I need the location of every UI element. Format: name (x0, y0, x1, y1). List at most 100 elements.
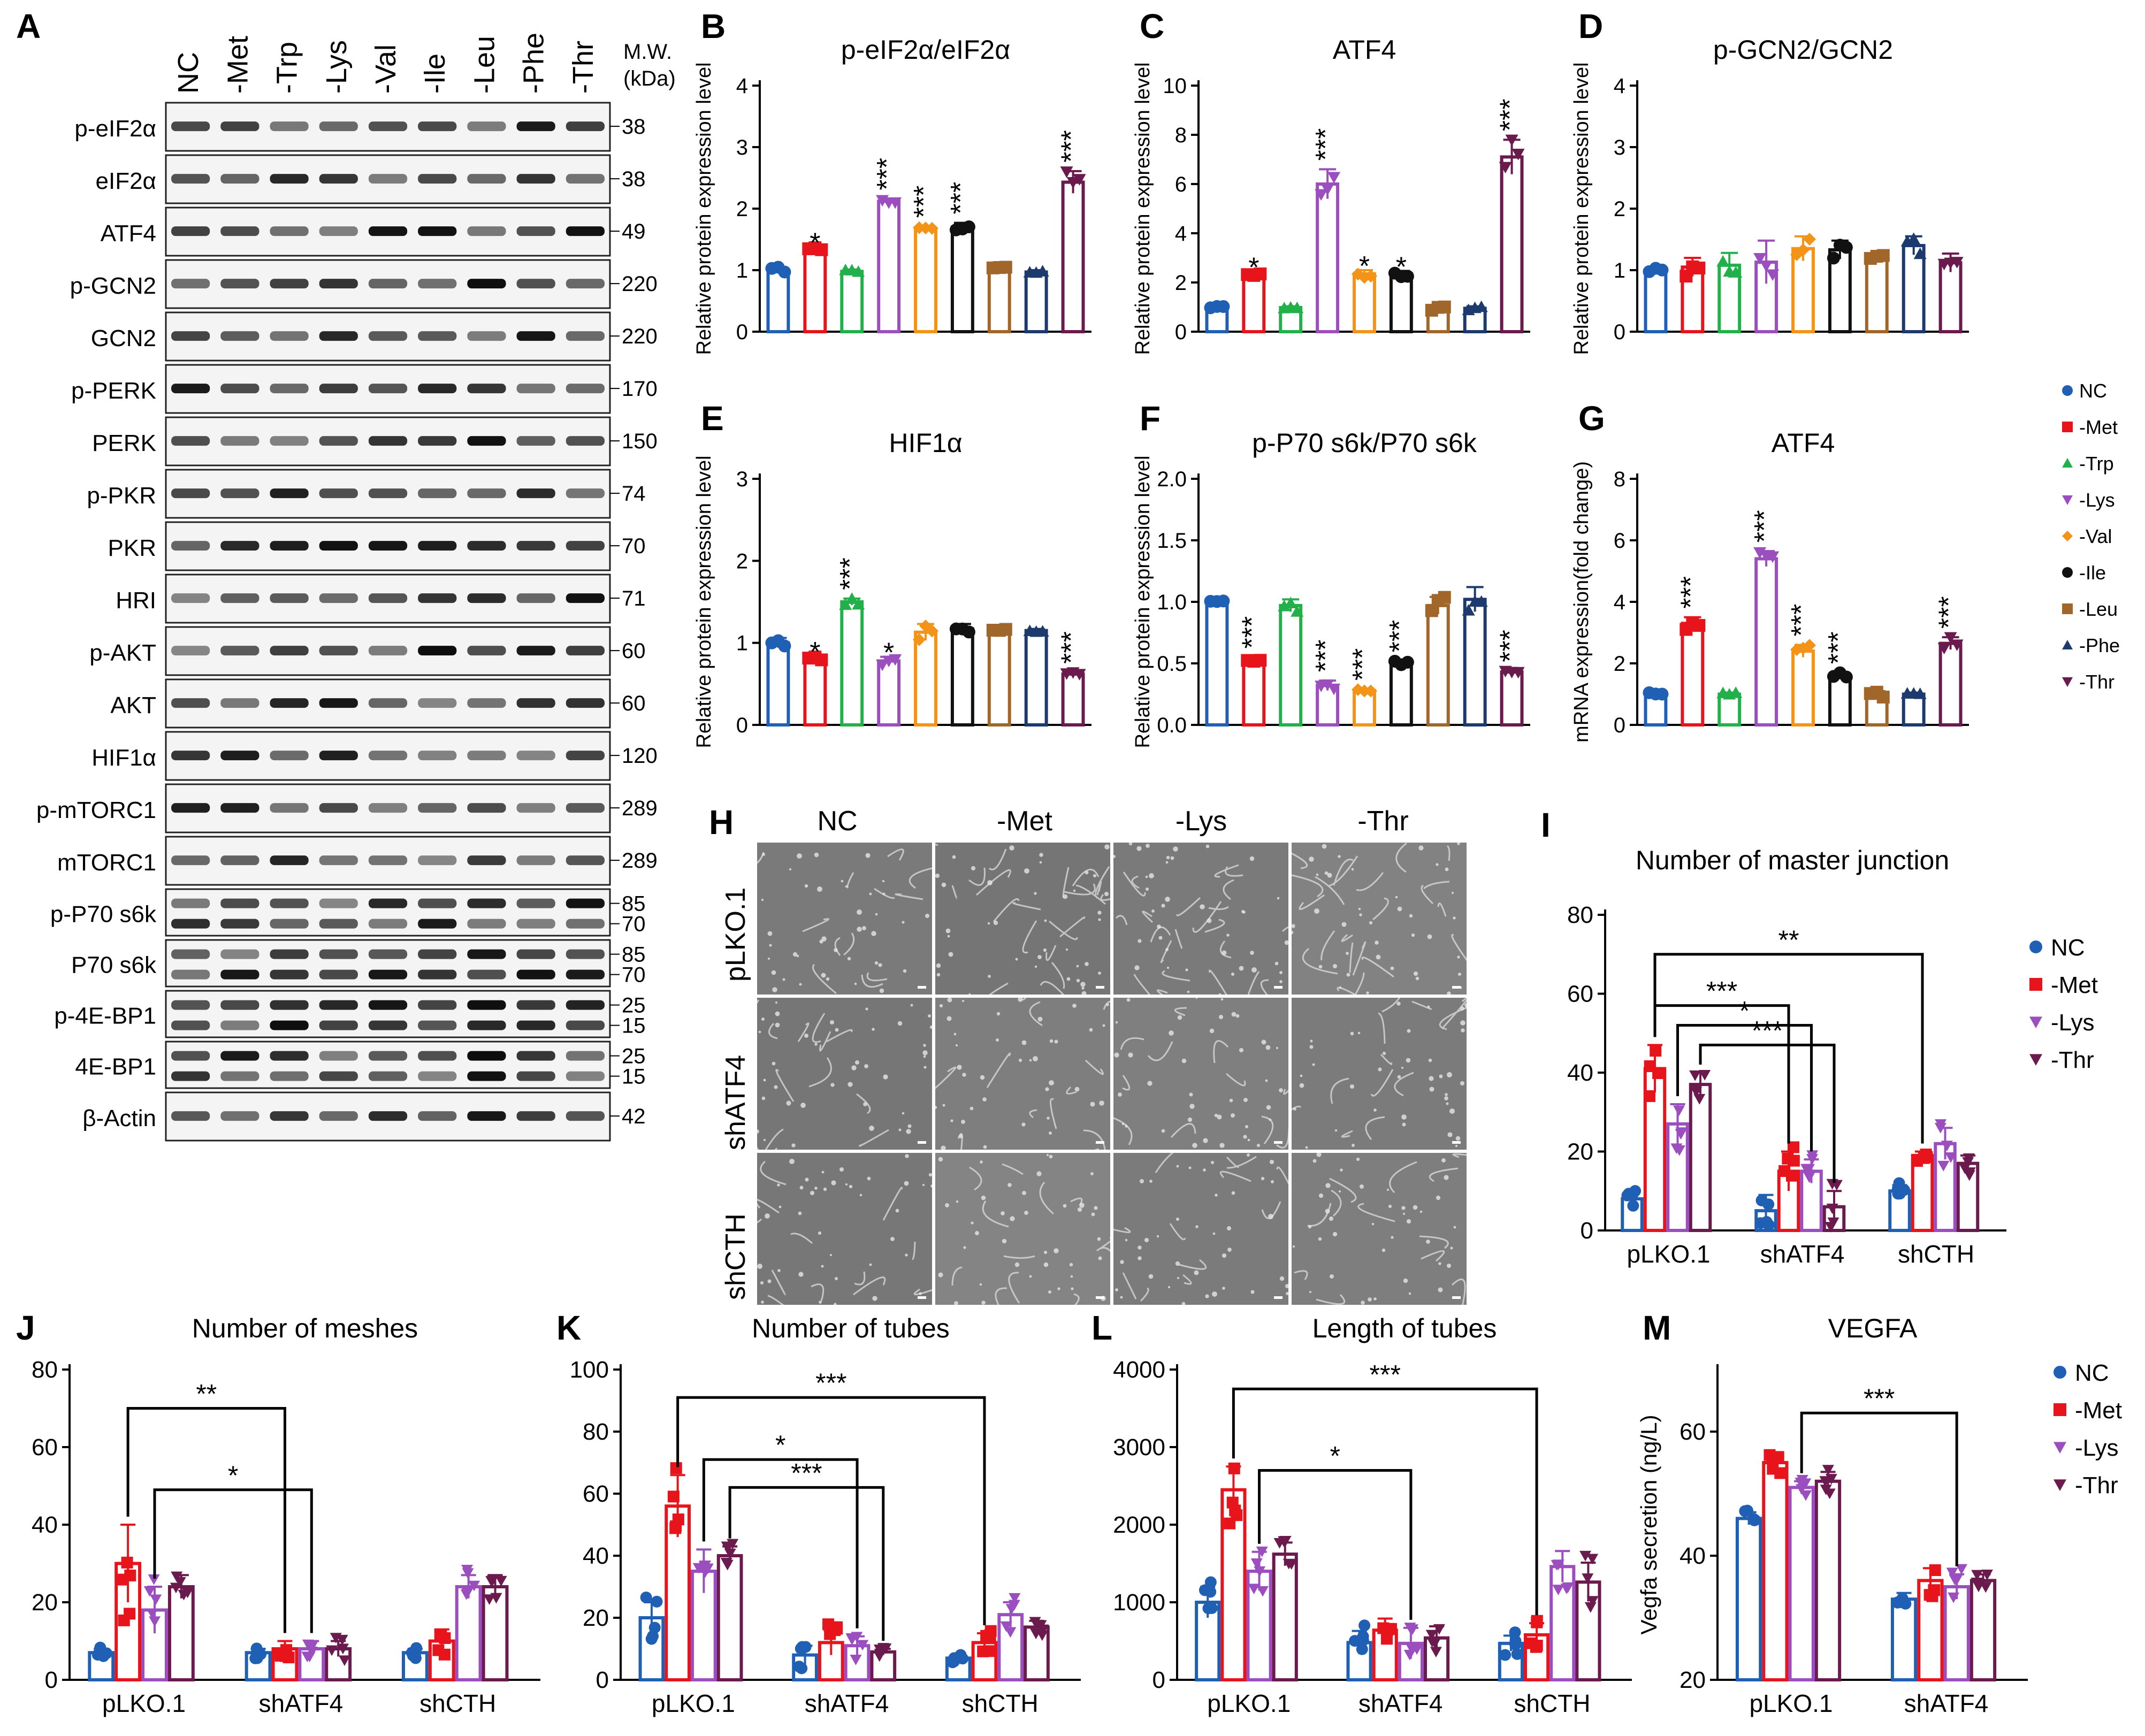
data-point (957, 1653, 969, 1665)
mw-label: 220 (622, 325, 658, 348)
blot-row-label: p-4E-BP1 (54, 1003, 156, 1029)
bracket-label: ** (196, 1379, 217, 1409)
data-point (1689, 1070, 1701, 1081)
blot-band (418, 121, 457, 132)
blot-band (171, 436, 210, 446)
micrograph (1113, 1153, 1288, 1305)
bar-group (1643, 686, 1669, 726)
blot-band (319, 1020, 358, 1030)
legend-label: -Val (2079, 525, 2112, 547)
data-point (1935, 1119, 1947, 1130)
data-point (460, 1589, 472, 1600)
blot-band (516, 174, 555, 184)
tube-formation-micrographs: NC -Met -Lys -Thr pLKO.1 shATF4 shCTH (720, 802, 1482, 1311)
data-point (830, 1621, 843, 1633)
blot-band (270, 698, 309, 708)
data-point (1797, 243, 1810, 257)
mw-label: 70 (622, 913, 646, 936)
data-point (1692, 619, 1706, 632)
bar-group: *** (909, 186, 940, 333)
data-point (724, 1548, 736, 1559)
chart-p-p70s6k: p-P70 s6k/P70 s6k Relative protein expres… (1132, 428, 1530, 748)
mw-label: 85 (622, 892, 646, 916)
bar (1024, 629, 1048, 726)
blot-band (220, 384, 259, 394)
micro-col-met: -Met (997, 806, 1052, 837)
data-point (146, 1608, 158, 1619)
blot-row: ATF4 49 (101, 207, 646, 257)
data-point (1499, 1649, 1512, 1661)
micrograph (757, 1153, 932, 1305)
mw-label: 15 (622, 1065, 646, 1089)
bracket-line (702, 1458, 859, 1628)
data-point (1825, 1222, 1837, 1233)
legend-amino-acids: NC -Met -Trp -Lys -Val -Ile -Leu -Phe -Thr (2062, 380, 2120, 693)
bar (1754, 557, 1778, 726)
data-point (1560, 1584, 1573, 1594)
scale-bar (1274, 1141, 1283, 1144)
y-tick-label: 2 (1614, 197, 1625, 221)
x-group-label: shATF4 (259, 1689, 343, 1717)
legend-marker (2029, 978, 2042, 991)
blot-band (319, 226, 358, 236)
bar-group (1462, 300, 1488, 333)
bar-group (1716, 251, 1743, 333)
blot-band (566, 1071, 605, 1081)
bar-group (1278, 301, 1304, 333)
significance-bracket: * (1676, 996, 1813, 1152)
blot-band (368, 969, 408, 980)
data-point (1226, 1496, 1239, 1509)
blot-band (270, 121, 309, 132)
micro-col-lys: -Lys (1175, 806, 1227, 837)
bar-group: *** (945, 182, 976, 333)
y-tick-label: 0 (45, 1667, 58, 1693)
blot-row-label: p-AKT (89, 640, 156, 666)
x-group-label: shATF4 (1904, 1689, 1989, 1717)
blot-band (418, 1051, 457, 1061)
data-point (255, 1648, 267, 1661)
blot-band (566, 384, 605, 394)
x-group-label: shCTH (962, 1689, 1039, 1717)
data-point (889, 654, 902, 666)
bar-group: *** (1495, 630, 1526, 727)
data-point (1357, 1630, 1369, 1642)
data-point (1291, 605, 1304, 617)
y-axis-label: Vegfa secretion (ng/L) (1636, 1415, 1661, 1635)
blot-row-label: eIF2α (96, 168, 156, 194)
bar-group (1917, 1564, 1944, 1681)
significance-label: *** (1495, 630, 1526, 662)
data-point (1896, 1596, 1908, 1609)
y-tick-label: 0 (1152, 1667, 1165, 1693)
chart-title: Number of master junction (1636, 845, 1949, 875)
data-point (1800, 1490, 1812, 1501)
data-point (1652, 1067, 1665, 1080)
scale-bar (918, 1296, 926, 1299)
data-point (1692, 262, 1706, 275)
data-point (1800, 1164, 1813, 1175)
scale-bar (1096, 1296, 1104, 1299)
chart-vegfa: VEGFA Vegfa secretion (ng/L) 20 40 60 pLKO.1 s… (1636, 1313, 2122, 1717)
blot-band (418, 803, 457, 813)
bar-group (792, 1641, 818, 1681)
blot-band (319, 384, 358, 394)
blot-band (270, 919, 309, 929)
legend-label: NC (2079, 380, 2107, 402)
data-point (1963, 1153, 1975, 1164)
micro-row-shcth: shCTH (720, 1213, 751, 1300)
panel-letter-b: B (701, 7, 726, 45)
data-point (1315, 189, 1328, 201)
blot-band (270, 1051, 309, 1061)
bar-group: * (1388, 251, 1414, 333)
blot-band (368, 698, 408, 708)
data-point (1066, 177, 1080, 189)
blot-band (220, 1051, 259, 1061)
bar-group: * (876, 638, 902, 726)
blot-band (418, 1000, 457, 1010)
blot-band (270, 593, 309, 603)
blot-band (220, 174, 259, 184)
data-point (1767, 1463, 1779, 1475)
blot-band (220, 949, 259, 959)
blot-band (516, 698, 555, 708)
data-point (815, 243, 828, 256)
